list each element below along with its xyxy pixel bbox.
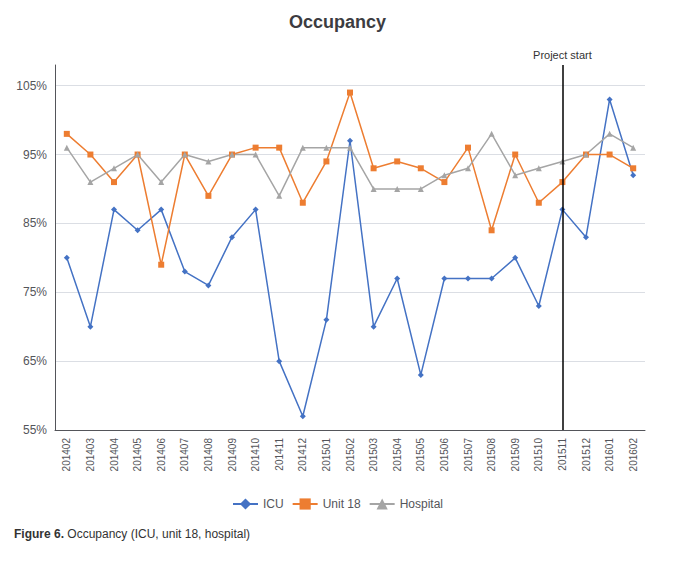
svg-text:201408: 201408 <box>203 438 214 472</box>
svg-text:201409: 201409 <box>227 438 238 472</box>
svg-text:201410: 201410 <box>250 438 261 472</box>
svg-text:201402: 201402 <box>61 438 72 472</box>
svg-text:201403: 201403 <box>85 438 96 472</box>
svg-text:201406: 201406 <box>156 438 167 472</box>
svg-text:201507: 201507 <box>463 438 474 472</box>
svg-text:201412: 201412 <box>297 438 308 472</box>
svg-text:201501: 201501 <box>321 438 332 472</box>
svg-text:55%: 55% <box>23 423 47 437</box>
svg-text:201502: 201502 <box>345 438 356 472</box>
svg-text:201404: 201404 <box>109 438 120 472</box>
svg-text:201503: 201503 <box>368 438 379 472</box>
svg-text:95%: 95% <box>23 148 47 162</box>
svg-text:201508: 201508 <box>486 438 497 472</box>
svg-text:201506: 201506 <box>439 438 450 472</box>
svg-text:75%: 75% <box>23 285 47 299</box>
svg-text:201411: 201411 <box>274 438 285 471</box>
svg-text:Figure 6.: Figure 6. <box>14 527 64 541</box>
svg-text:65%: 65% <box>23 354 47 368</box>
svg-text:201602: 201602 <box>628 438 639 472</box>
svg-text:201601: 201601 <box>604 438 615 472</box>
svg-text:85%: 85% <box>23 216 47 230</box>
svg-text:Hospital: Hospital <box>400 497 443 511</box>
svg-text:ICU: ICU <box>263 497 284 511</box>
svg-text:201511: 201511 <box>557 438 568 471</box>
svg-text:105%: 105% <box>16 79 47 93</box>
svg-text:Project start: Project start <box>533 49 592 61</box>
svg-text:201505: 201505 <box>415 438 426 472</box>
svg-text:Unit 18: Unit 18 <box>323 497 361 511</box>
svg-text:Occupancy (ICU, unit 18, hospi: Occupancy (ICU, unit 18, hospital) <box>64 527 250 541</box>
svg-text:201405: 201405 <box>132 438 143 472</box>
svg-text:201512: 201512 <box>581 438 592 472</box>
svg-text:201504: 201504 <box>392 438 403 472</box>
svg-text:201510: 201510 <box>533 438 544 472</box>
svg-text:201509: 201509 <box>510 438 521 472</box>
svg-text:201407: 201407 <box>179 438 190 472</box>
svg-text:Occupancy: Occupancy <box>289 12 386 32</box>
